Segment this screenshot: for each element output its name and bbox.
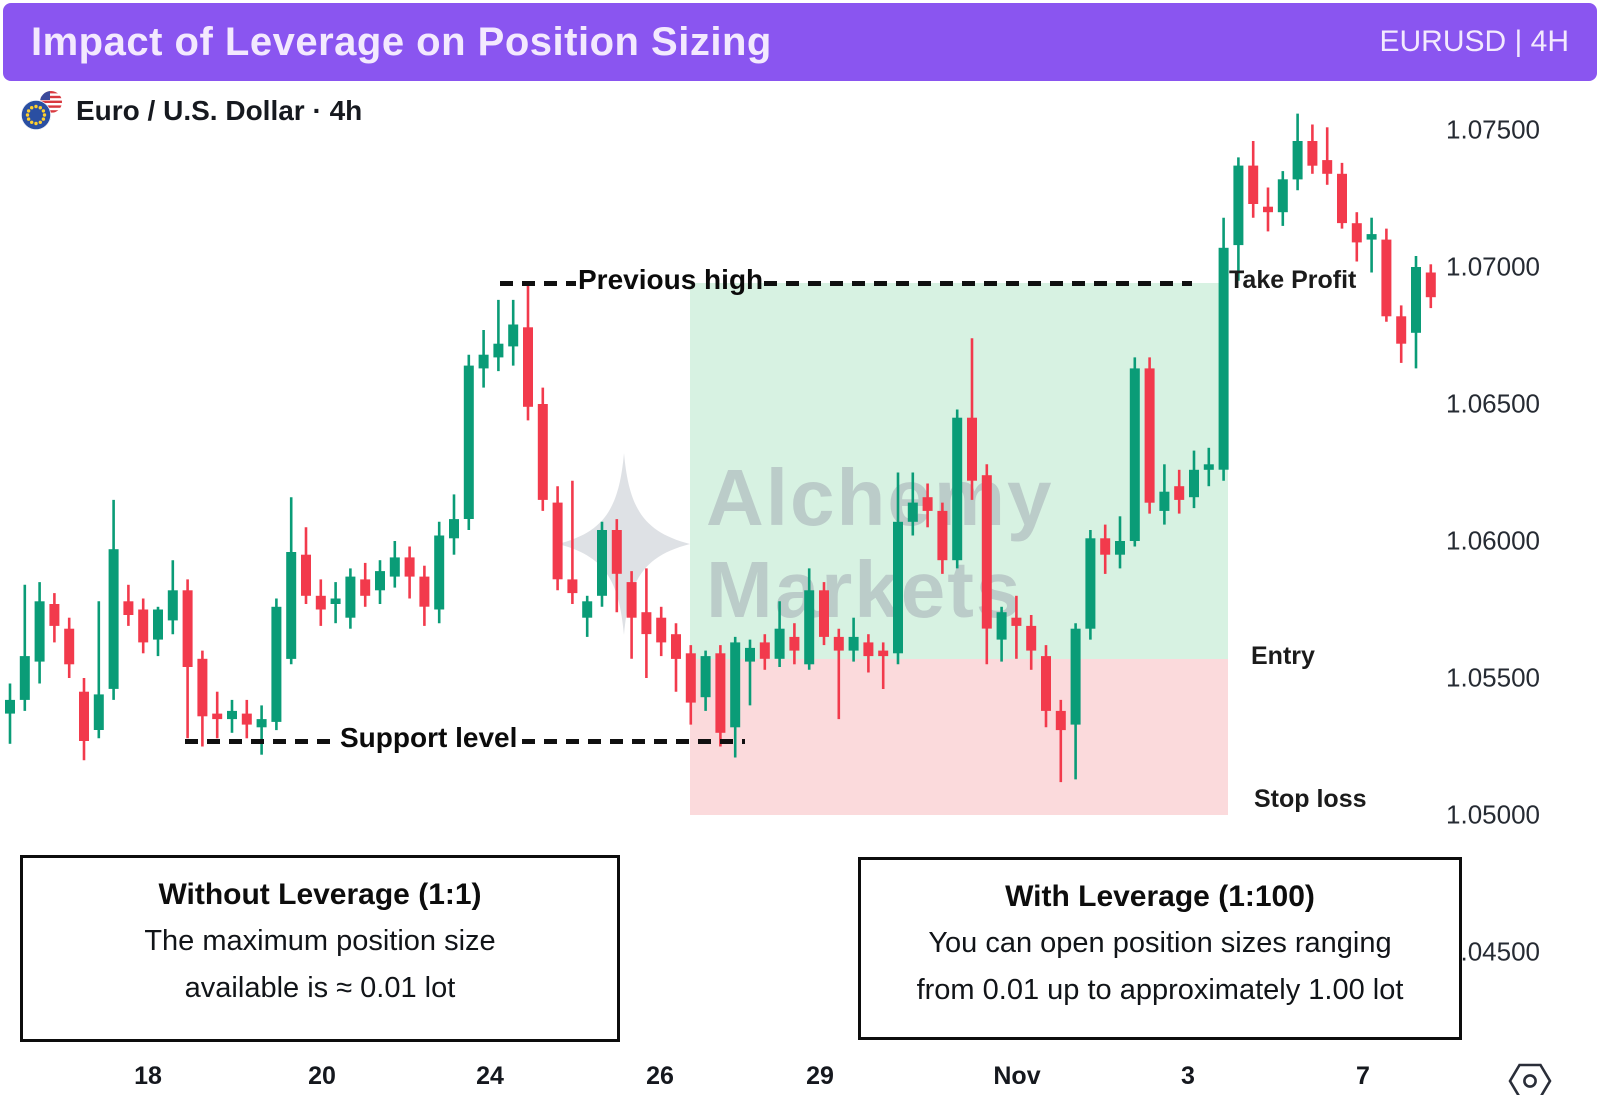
support-level-line xyxy=(185,738,333,744)
time-tick-label: 3 xyxy=(1181,1062,1195,1090)
without-leverage-line1: The maximum position size xyxy=(144,925,496,957)
stop-loss-zone xyxy=(690,658,1228,815)
previous-high-label: Previous high xyxy=(578,264,764,296)
settings-gear-icon[interactable] xyxy=(1507,1059,1553,1095)
take-profit-label: Take Profit xyxy=(1229,266,1357,294)
watermark-line2: Markets xyxy=(706,545,1023,634)
symbol-legend: Euro / U.S. Dollar · 4h xyxy=(20,90,362,132)
time-tick-label: 26 xyxy=(646,1062,674,1090)
time-tick-label: 20 xyxy=(308,1062,336,1090)
entry-label: Entry xyxy=(1251,642,1315,670)
price-tick-label: 1.05500 xyxy=(1446,662,1540,693)
price-tick-label: .04500 xyxy=(1460,936,1540,967)
page-title: Impact of Leverage on Position Sizing xyxy=(31,19,772,64)
with-leverage-box: With Leverage (1:100) You can open posit… xyxy=(858,857,1462,1040)
support-level-line xyxy=(522,738,745,744)
symbol-legend-label: Euro / U.S. Dollar · 4h xyxy=(76,95,363,126)
time-tick-label: 29 xyxy=(806,1062,834,1090)
with-leverage-line2: from 0.01 up to approximately 1.00 lot xyxy=(916,974,1404,1006)
without-leverage-title: Without Leverage (1:1) xyxy=(158,878,482,911)
previous-high-line xyxy=(764,280,1192,286)
watermark-text: Alchemy Markets xyxy=(706,452,1053,636)
support-level-label: Support level xyxy=(340,722,518,754)
time-tick-label: 18 xyxy=(134,1062,162,1090)
price-tick-label: 1.06500 xyxy=(1446,388,1540,419)
watermark: Alchemy Markets xyxy=(558,452,1053,636)
price-tick-label: 1.06000 xyxy=(1446,525,1540,556)
header-bar: Impact of Leverage on Position Sizing EU… xyxy=(3,3,1597,81)
time-tick-label: 7 xyxy=(1356,1062,1370,1090)
without-leverage-line2: available is ≈ 0.01 lot xyxy=(184,972,456,1004)
eurusd-flag-icon xyxy=(21,91,62,130)
eu-flag xyxy=(21,100,51,130)
with-leverage-line1: You can open position sizes ranging xyxy=(928,927,1392,959)
with-leverage-title: With Leverage (1:100) xyxy=(1005,880,1315,913)
price-tick-label: 1.07000 xyxy=(1446,251,1540,282)
price-tick-label: 1.07500 xyxy=(1446,114,1540,145)
time-tick-label: 24 xyxy=(476,1062,504,1090)
alchemy-sparkle-logo-icon xyxy=(558,453,690,635)
watermark-line1: Alchemy xyxy=(706,453,1054,542)
time-tick-label: Nov xyxy=(993,1062,1041,1090)
price-tick-label: 1.05000 xyxy=(1446,799,1540,830)
symbol-timeframe-badge: EURUSD | 4H xyxy=(1379,25,1570,58)
previous-high-line xyxy=(500,280,576,286)
stop-loss-label: Stop loss xyxy=(1254,785,1367,813)
without-leverage-box: Without Leverage (1:1) The maximum posit… xyxy=(20,855,620,1042)
